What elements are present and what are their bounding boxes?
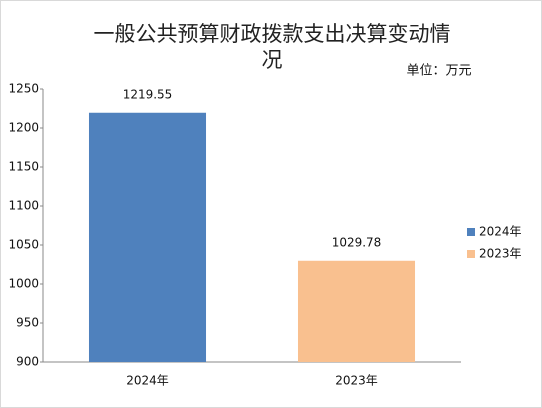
x-tick-label: 2023年: [335, 374, 378, 388]
x-tick-label: 2024年: [126, 374, 169, 388]
legend-swatch: [467, 250, 475, 258]
chart-subtitle: 单位：万元: [406, 64, 471, 79]
value-label: 1029.78: [332, 235, 382, 249]
bar: [297, 260, 416, 362]
legend-label: 2023年: [479, 247, 522, 261]
bar: [88, 112, 207, 362]
chart-title: 一般公共预算财政拨款支出决算变动情况: [93, 22, 451, 72]
y-tick-label: 900: [16, 355, 39, 369]
y-tick-label: 1150: [8, 160, 39, 174]
legend-swatch: [467, 228, 475, 236]
y-tick-label: 1200: [8, 121, 39, 135]
legend-label: 2024年: [479, 225, 522, 239]
y-tick-label: 1100: [8, 199, 39, 213]
y-tick-label: 950: [16, 316, 39, 330]
y-tick-label: 1000: [8, 277, 39, 291]
y-tick-label: 1250: [8, 82, 39, 96]
value-label: 1219.55: [123, 87, 173, 101]
y-tick-label: 1050: [8, 238, 39, 252]
